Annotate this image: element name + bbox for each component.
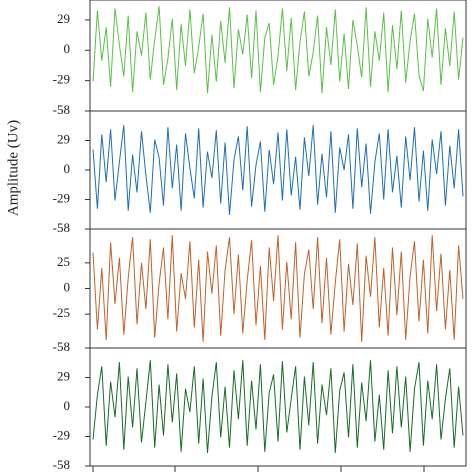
y-tick-label: 29 [57, 11, 70, 26]
y-tick-label: -29 [53, 427, 70, 442]
series-line [92, 125, 464, 215]
y-tick-label: 29 [57, 368, 70, 383]
series-line [92, 6, 464, 94]
series-line [92, 360, 464, 453]
y-tick-label: -29 [53, 72, 70, 87]
y-tick-label: -58 [53, 220, 70, 235]
y-tick-label: 0 [64, 41, 71, 56]
y-tick-label: -58 [53, 339, 70, 354]
y-tick-label: 0 [64, 279, 71, 294]
y-tick-label: 0 [64, 161, 71, 176]
y-tick-label: -25 [53, 305, 70, 320]
panel-frame [89, 110, 467, 230]
series-line [92, 235, 464, 342]
y-tick-label: 0 [64, 398, 71, 413]
y-tick-label: 25 [57, 254, 70, 269]
y-tick-label: -58 [53, 457, 70, 472]
y-tick-label: -29 [53, 190, 70, 205]
y-tick-label: -58 [53, 102, 70, 117]
x-axis-ticks [92, 466, 425, 472]
plots: -58 -29 0 29 -58 -29 0 29 Amplitude (Uv) -58 -25 0 2… [5, 0, 467, 472]
y-tick-label: 29 [57, 131, 70, 146]
y-axis-label: Amplitude (Uv) [5, 120, 21, 216]
